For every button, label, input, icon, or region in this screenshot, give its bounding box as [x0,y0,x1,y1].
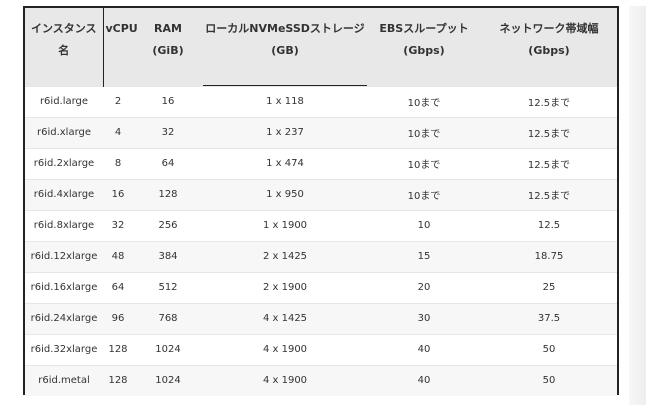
cell-storage: 4 x 1900 [203,364,367,396]
instance-spec-table-frame: インスタンス名 vCPU RAM (GiB) ローカルNVMeSSDストレージ (G… [23,6,619,396]
cell-ebs: 10まで [367,116,481,148]
cell-ebs: 10まで [367,178,481,210]
cell-storage: 2 x 1425 [203,240,367,272]
cell-instance-name: r6id.24xlarge [25,302,103,334]
cell-ebs: 10まで [367,147,481,179]
cell-ram: 384 [133,240,203,272]
cell-network: 25 [481,271,617,303]
cell-ram: 256 [133,209,203,241]
cell-vcpu: 96 [103,302,133,334]
cell-storage: 1 x 237 [203,116,367,148]
cell-instance-name: r6id.8xlarge [25,209,103,241]
header-instance-name: インスタンス名 [25,8,104,86]
table-row: r6id.2xlarge 8 64 1 x 474 10まで 12.5まで [25,147,617,179]
cell-vcpu: 16 [103,178,133,210]
cell-instance-name: r6id.large [25,85,103,117]
cell-network: 50 [481,333,617,365]
cell-storage: 1 x 118 [203,85,367,117]
header-ram: RAM (GiB) [152,22,184,57]
cell-network: 18.75 [481,240,617,272]
cell-network: 12.5まで [481,85,617,117]
table-row: r6id.32xlarge 128 1024 4 x 1900 40 50 [25,333,617,365]
table-row: r6id.24xlarge 96 768 4 x 1425 30 37.5 [25,302,617,334]
table-header-row: インスタンス名 vCPU RAM (GiB) ローカルNVMeSSDストレージ (G… [25,8,617,86]
cell-instance-name: r6id.12xlarge [25,240,103,272]
cell-vcpu: 8 [103,147,133,179]
cell-instance-name: r6id.16xlarge [25,271,103,303]
cell-ram: 1024 [133,364,203,396]
cell-network: 12.5まで [481,147,617,179]
cell-storage: 1 x 1900 [203,209,367,241]
cell-instance-name: r6id.xlarge [25,116,103,148]
cell-instance-name: r6id.32xlarge [25,333,103,365]
cell-network: 37.5 [481,302,617,334]
cell-storage: 1 x 474 [203,147,367,179]
cell-network: 12.5まで [481,178,617,210]
cell-ram: 16 [133,85,203,117]
cell-vcpu: 128 [103,364,133,396]
header-local-storage: ローカルNVMeSSDストレージ (GB) [203,8,367,86]
cell-network: 12.5 [481,209,617,241]
cell-ram: 64 [133,147,203,179]
cell-ram: 32 [133,116,203,148]
cell-ebs: 10まで [367,85,481,117]
table-row: r6id.12xlarge 48 384 2 x 1425 15 18.75 [25,240,617,272]
cell-network: 50 [481,364,617,396]
cell-ebs: 30 [367,302,481,334]
cell-ebs: 40 [367,333,481,365]
cell-ram: 128 [133,178,203,210]
cell-vcpu: 64 [103,271,133,303]
table-row: r6id.metal 128 1024 4 x 1900 40 50 [25,364,617,396]
cell-vcpu: 2 [103,85,133,117]
table-row: r6id.xlarge 4 32 1 x 237 10まで 12.5まで [25,116,617,148]
cell-ebs: 15 [367,240,481,272]
cell-ram: 512 [133,271,203,303]
cell-instance-name: r6id.4xlarge [25,178,103,210]
cell-vcpu: 48 [103,240,133,272]
table-row: r6id.16xlarge 64 512 2 x 1900 20 25 [25,271,617,303]
table-row: r6id.8xlarge 32 256 1 x 1900 10 12.5 [25,209,617,241]
header-network-bandwidth: ネットワーク帯域幅 (Gbps) [499,22,599,57]
cell-instance-name: r6id.metal [25,364,103,396]
cell-storage: 4 x 1425 [203,302,367,334]
cell-network: 12.5まで [481,116,617,148]
cell-ram: 1024 [133,333,203,365]
cell-ebs: 10 [367,209,481,241]
cell-storage: 4 x 1900 [203,333,367,365]
header-ebs-throughput: EBSスループット (Gbps) [379,22,469,57]
header-vcpu: vCPU [105,22,138,35]
cell-ram: 768 [133,302,203,334]
cell-vcpu: 128 [103,333,133,365]
page-side-shadow [629,6,646,405]
cell-instance-name: r6id.2xlarge [25,147,103,179]
cell-storage: 2 x 1900 [203,271,367,303]
cell-ebs: 40 [367,364,481,396]
cell-ebs: 20 [367,271,481,303]
cell-vcpu: 32 [103,209,133,241]
cell-vcpu: 4 [103,116,133,148]
cell-storage: 1 x 950 [203,178,367,210]
table-row: r6id.large 2 16 1 x 118 10まで 12.5まで [25,85,617,117]
table-row: r6id.4xlarge 16 128 1 x 950 10まで 12.5まで [25,178,617,210]
instance-spec-table: インスタンス名 vCPU RAM (GiB) ローカルNVMeSSDストレージ (G… [25,8,617,396]
